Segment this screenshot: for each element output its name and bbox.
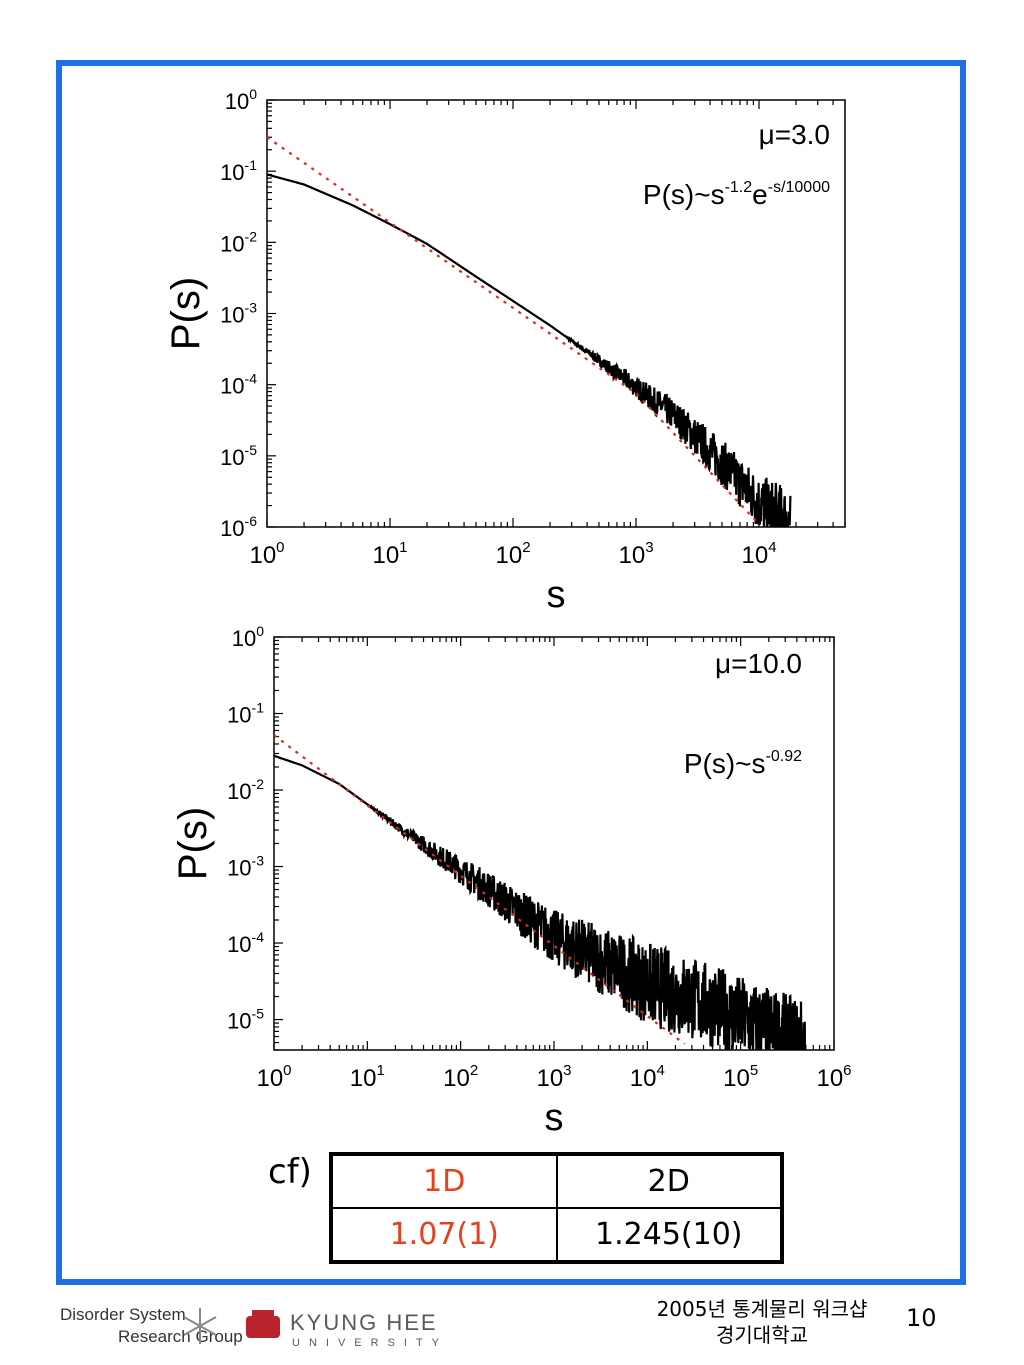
plot-frame <box>266 99 846 528</box>
data-series-line <box>267 173 792 527</box>
x-tick-label: 101 <box>350 1062 385 1092</box>
footer-logos: Disorder System Research Group KYUNG HEE… <box>60 1305 448 1349</box>
y-tick-label: 10-2 <box>220 228 257 256</box>
y-tick-label: 10-2 <box>227 776 264 804</box>
y-axis-label: P(s) <box>171 807 215 880</box>
fit-line <box>267 136 760 525</box>
logo-line1: Disorder System <box>60 1305 186 1324</box>
y-tick-label: 10-5 <box>220 442 257 470</box>
x-tick-label: 103 <box>536 1062 571 1092</box>
logo-line2: Research Group <box>118 1327 243 1346</box>
slide-frame <box>56 60 966 1285</box>
chart-mu-10: 100 101 102 103 104 105 106 100 10-1 10-2 10-3 10-4… <box>171 623 852 1135</box>
chart-mu-3: 100 101 102 103 104 100 10-1 10-2 10-3 10-4 10-5 10… <box>164 86 846 616</box>
formula-annotation: P(s)~s-0.92 <box>684 748 802 779</box>
x-tick-label: 102 <box>443 1062 478 1092</box>
university-sub: UNIVERSITY <box>292 1337 448 1349</box>
x-tick-label: 106 <box>816 1062 851 1092</box>
x-tick-label: 101 <box>372 539 407 569</box>
x-axis-label: s <box>545 1097 564 1135</box>
x-tick-label: 104 <box>741 539 776 569</box>
x-tick-label: 104 <box>630 1062 665 1092</box>
table-row: 1.07(1) 1.245(10) <box>330 1207 783 1263</box>
y-tick-label: 100 <box>232 623 264 651</box>
exponent-table: 1D 2D 1.07(1) 1.245(10) <box>329 1152 784 1264</box>
y-tick-label: 100 <box>225 86 257 114</box>
mu-annotation: μ=3.0 <box>759 119 830 150</box>
university-crest-icon <box>246 1310 280 1338</box>
value-1d: 1.07(1) <box>330 1207 558 1263</box>
y-tick-label: 10-6 <box>220 513 257 541</box>
x-tick-label: 100 <box>249 539 284 569</box>
y-tick-label: 10-4 <box>227 929 264 957</box>
mu-annotation: μ=10.0 <box>715 648 802 679</box>
cf-label: cf) <box>268 1152 312 1192</box>
university-name: KYUNG HEE <box>290 1310 438 1335</box>
y-axis-label: P(s) <box>164 277 208 350</box>
x-tick-label: 100 <box>256 1062 291 1092</box>
formula-annotation: P(s)~s-1.2e-s/10000 <box>643 179 830 210</box>
data-series-line <box>274 754 807 1050</box>
value-2d: 1.245(10) <box>555 1207 783 1263</box>
y-tick-label: 10-1 <box>227 700 264 728</box>
page-number: 10 <box>906 1304 937 1332</box>
x-tick-label: 103 <box>618 539 653 569</box>
x-tick-label: 105 <box>723 1062 758 1092</box>
y-tick-label: 10-4 <box>220 371 257 399</box>
plot-frame <box>273 636 835 1051</box>
event-line2: 경기대학교 <box>716 1323 808 1347</box>
y-tick-label: 10-3 <box>220 300 257 328</box>
header-2d: 2D <box>555 1153 783 1209</box>
footer-event: 2005년 통계물리 워크샵 경기대학교 <box>632 1296 892 1348</box>
y-tick-label: 10-3 <box>227 853 264 881</box>
x-axis-label: s <box>547 574 566 616</box>
snowflake-icon <box>183 1308 217 1344</box>
event-line1: 2005년 통계물리 워크샵 <box>656 1297 868 1321</box>
y-tick-label: 10-1 <box>220 157 257 185</box>
x-tick-label: 102 <box>495 539 530 569</box>
table-row: 1D 2D <box>330 1153 783 1209</box>
y-tick-label: 10-5 <box>227 1006 264 1034</box>
header-1d: 1D <box>330 1153 558 1209</box>
